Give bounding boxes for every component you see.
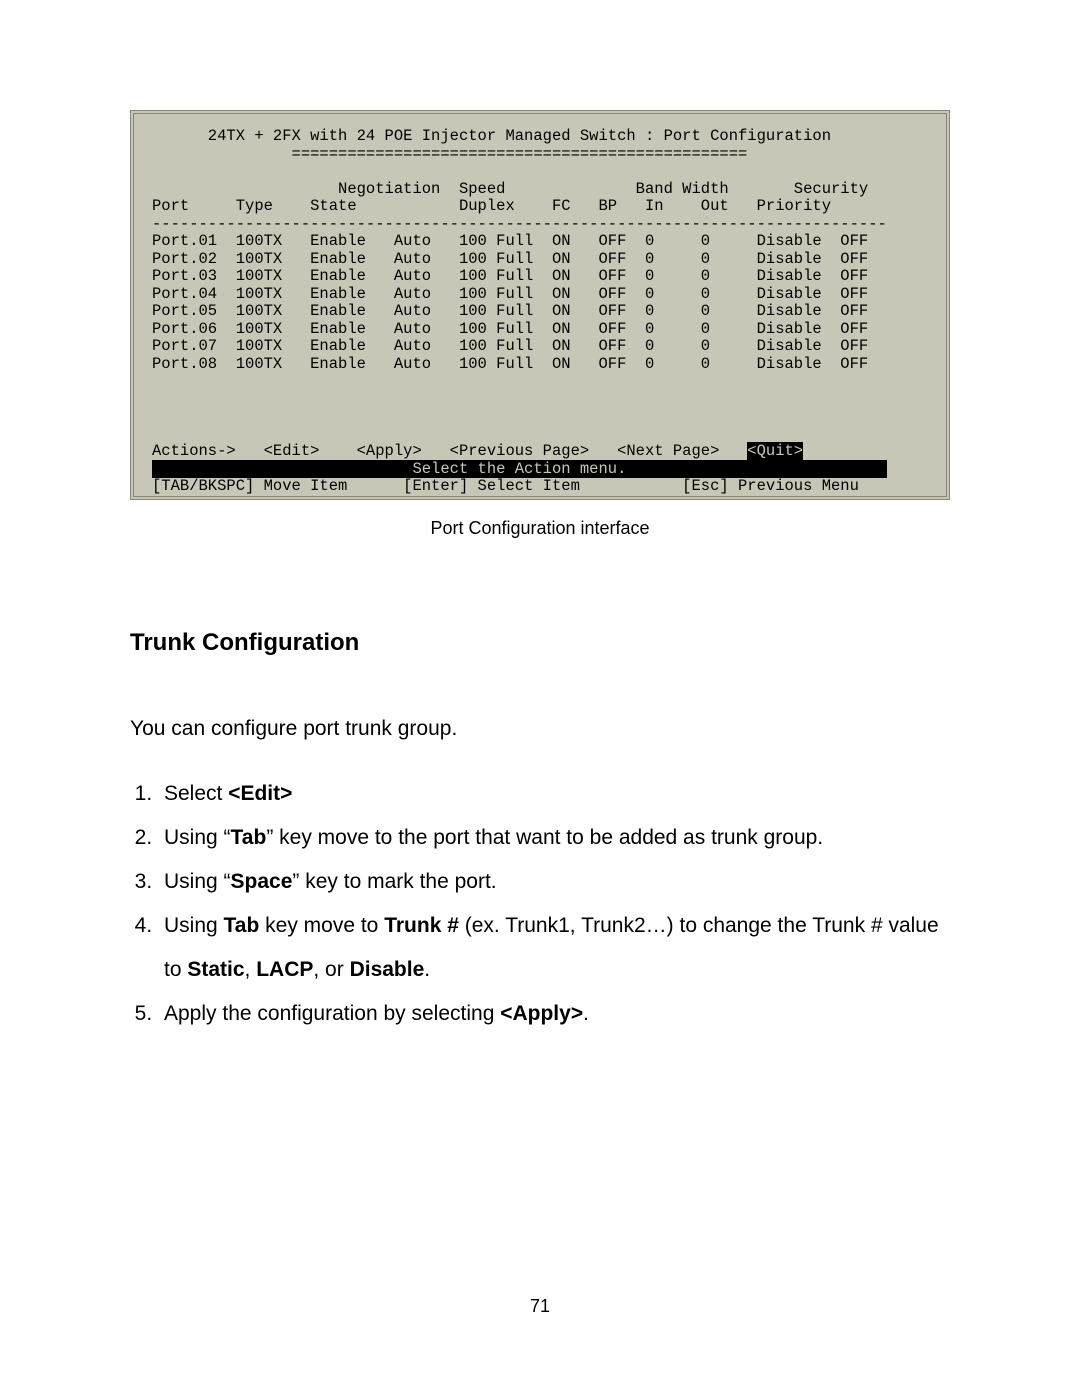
step-text: , [245, 958, 257, 981]
step-keyword: Disable [350, 958, 425, 981]
step-keyword: Tab [231, 826, 267, 849]
step-text: . [424, 958, 430, 981]
step-text: Using [164, 914, 224, 937]
step-text: . [583, 1002, 589, 1025]
document-page: 24TX + 2FX with 24 POE Injector Managed … [0, 0, 1080, 1357]
step-text: Using “ [164, 826, 231, 849]
list-item: Using “Space” key to mark the port. [158, 860, 950, 904]
step-text: ” key move to the port that want to be a… [266, 826, 823, 849]
step-text: , or [313, 958, 349, 981]
step-text: Select [164, 782, 228, 805]
section-heading: Trunk Configuration [130, 629, 950, 657]
step-text: key move to [259, 914, 384, 937]
step-keyword: Static [187, 958, 244, 981]
step-keyword: Space [231, 870, 293, 893]
figure-caption: Port Configuration interface [130, 518, 950, 539]
step-keyword: Trunk # [384, 914, 459, 937]
step-keyword: <Apply> [500, 1002, 583, 1025]
instruction-list: Select <Edit> Using “Tab” key move to th… [130, 772, 950, 1037]
list-item: Select <Edit> [158, 772, 950, 816]
step-text: Using “ [164, 870, 231, 893]
section-intro: You can configure port trunk group. [130, 707, 950, 751]
list-item: Using “Tab” key move to the port that wa… [158, 816, 950, 860]
list-item: Apply the configuration by selecting <Ap… [158, 992, 950, 1036]
page-number: 71 [130, 1296, 950, 1317]
step-keyword: <Edit> [228, 782, 292, 805]
terminal-text: 24TX + 2FX with 24 POE Injector Managed … [152, 128, 928, 496]
step-text: Apply the configuration by selecting [164, 1002, 500, 1025]
step-keyword: Tab [224, 914, 260, 937]
terminal-window: 24TX + 2FX with 24 POE Injector Managed … [130, 110, 950, 500]
step-text: ” key to mark the port. [292, 870, 496, 893]
step-keyword: LACP [256, 958, 313, 981]
list-item: Using Tab key move to Trunk # (ex. Trunk… [158, 904, 950, 992]
